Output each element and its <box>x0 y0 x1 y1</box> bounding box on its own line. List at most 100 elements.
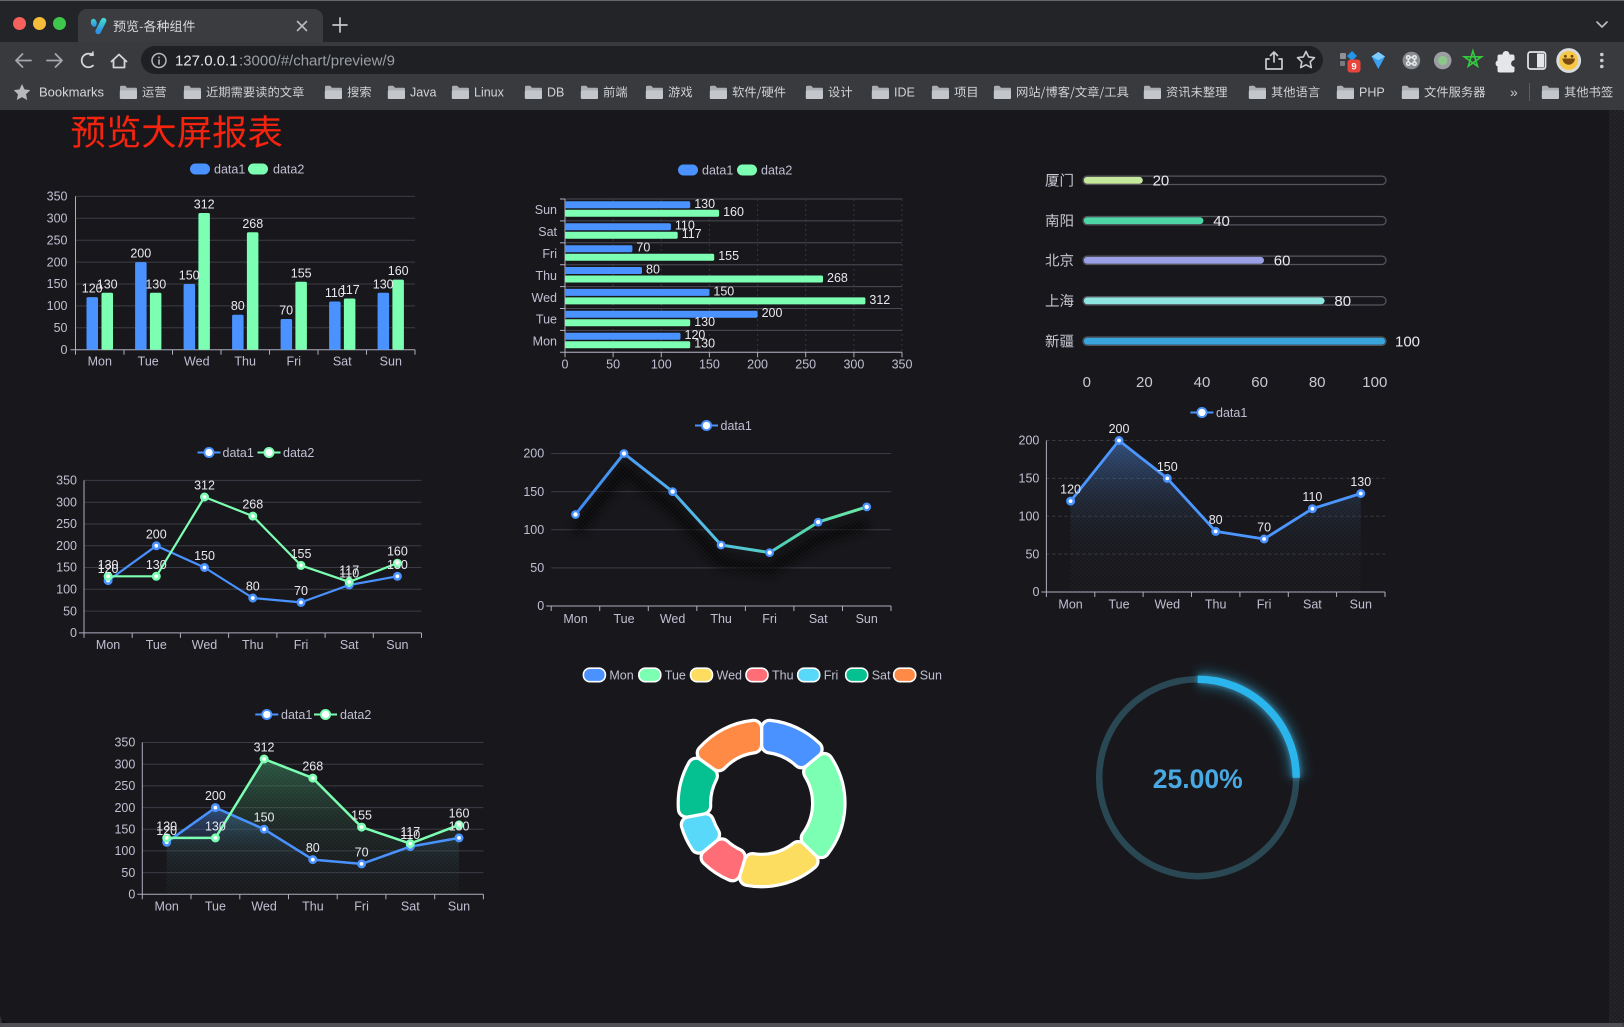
svg-text:200: 200 <box>56 539 77 553</box>
svg-text::3000/#/chart/preview/9: :3000/#/chart/preview/9 <box>239 53 395 70</box>
svg-text:Sun: Sun <box>386 638 408 652</box>
svg-text:120: 120 <box>685 328 706 342</box>
svg-text:Wed: Wed <box>660 612 686 626</box>
svg-text:Wed: Wed <box>1155 598 1181 612</box>
svg-text:data1: data1 <box>702 164 733 178</box>
svg-text:Wed: Wed <box>717 669 743 683</box>
svg-text:200: 200 <box>47 255 68 269</box>
svg-text:130: 130 <box>1350 475 1371 489</box>
svg-text:Mon: Mon <box>96 638 120 652</box>
svg-text:Linux: Linux <box>474 86 505 100</box>
svg-text:25.00%: 25.00% <box>1153 764 1243 794</box>
svg-text:data1: data1 <box>223 446 254 460</box>
svg-text:250: 250 <box>795 357 816 371</box>
svg-text:Tue: Tue <box>138 355 159 369</box>
svg-text:Sat: Sat <box>340 638 359 652</box>
svg-text:250: 250 <box>114 779 135 793</box>
svg-text:155: 155 <box>351 809 372 823</box>
svg-text:Fri: Fri <box>542 247 557 261</box>
svg-text:312: 312 <box>194 198 215 212</box>
svg-text:Mon: Mon <box>1058 598 1082 612</box>
svg-text:120: 120 <box>98 562 119 576</box>
svg-text:200: 200 <box>130 247 151 261</box>
svg-text:Thu: Thu <box>302 900 324 914</box>
svg-text:268: 268 <box>242 498 263 512</box>
svg-text:0: 0 <box>70 626 77 640</box>
svg-text:110: 110 <box>339 567 359 581</box>
svg-text:110: 110 <box>325 286 345 300</box>
svg-text:70: 70 <box>294 584 308 598</box>
svg-text:Sun: Sun <box>856 612 878 626</box>
svg-text:9: 9 <box>1351 62 1356 73</box>
svg-text:100: 100 <box>56 583 77 597</box>
svg-text:120: 120 <box>1060 483 1081 497</box>
svg-text:350: 350 <box>114 736 135 750</box>
svg-text:Mon: Mon <box>88 355 112 369</box>
svg-text:Sun: Sun <box>920 669 942 683</box>
svg-text:80: 80 <box>306 841 320 855</box>
svg-text:100: 100 <box>1019 510 1040 524</box>
svg-text:200: 200 <box>1019 434 1040 448</box>
svg-text:data1: data1 <box>214 163 245 177</box>
svg-text:Tue: Tue <box>665 669 686 683</box>
svg-text:160: 160 <box>387 545 408 559</box>
svg-text:DB: DB <box>547 86 564 100</box>
svg-text:Sun: Sun <box>380 355 402 369</box>
svg-text:Mon: Mon <box>563 612 587 626</box>
svg-text:50: 50 <box>63 604 77 618</box>
svg-text:117: 117 <box>340 283 360 297</box>
svg-text:150: 150 <box>56 561 77 575</box>
svg-text:data2: data2 <box>283 446 314 460</box>
svg-text:Fri: Fri <box>762 612 777 626</box>
svg-text:data1: data1 <box>281 708 312 722</box>
svg-text:Sat: Sat <box>1303 598 1322 612</box>
svg-text:70: 70 <box>279 304 293 318</box>
svg-text:300: 300 <box>114 757 135 771</box>
svg-text:Sun: Sun <box>1350 598 1372 612</box>
svg-text:250: 250 <box>56 517 77 531</box>
svg-text:Tue: Tue <box>536 313 557 327</box>
svg-text:200: 200 <box>523 447 544 461</box>
svg-text:Tue: Tue <box>1108 598 1129 612</box>
svg-text:Sat: Sat <box>809 612 828 626</box>
svg-text:50: 50 <box>606 357 620 371</box>
svg-text:data2: data2 <box>761 164 792 178</box>
svg-text:150: 150 <box>523 485 544 499</box>
svg-text:200: 200 <box>114 801 135 815</box>
svg-text:150: 150 <box>254 811 275 825</box>
svg-text:Thu: Thu <box>535 269 557 283</box>
svg-text:Fri: Fri <box>1257 598 1272 612</box>
svg-text:117: 117 <box>682 227 702 241</box>
svg-text:130: 130 <box>373 277 394 291</box>
svg-text:50: 50 <box>54 321 68 335</box>
svg-text:0: 0 <box>1083 374 1091 391</box>
svg-text:300: 300 <box>47 212 68 226</box>
svg-text:Sat: Sat <box>333 355 352 369</box>
svg-text:120: 120 <box>156 824 177 838</box>
svg-text:130: 130 <box>694 197 715 211</box>
svg-text:60: 60 <box>1274 253 1291 270</box>
svg-text:300: 300 <box>843 357 864 371</box>
svg-text:200: 200 <box>762 306 783 320</box>
svg-text:80: 80 <box>231 299 245 313</box>
svg-text:data1: data1 <box>1216 406 1247 420</box>
svg-text:0: 0 <box>1032 585 1039 599</box>
svg-text:155: 155 <box>718 249 739 263</box>
svg-text:300: 300 <box>56 495 77 509</box>
svg-text:80: 80 <box>246 580 260 594</box>
svg-text:Fri: Fri <box>824 669 839 683</box>
svg-text:127.0.0.1: 127.0.0.1 <box>175 53 238 70</box>
svg-text:70: 70 <box>1257 521 1271 535</box>
svg-text:130: 130 <box>145 277 166 291</box>
svg-text:130: 130 <box>449 819 470 833</box>
svg-text:110: 110 <box>1302 490 1322 504</box>
svg-text:50: 50 <box>121 866 135 880</box>
svg-text:150: 150 <box>194 549 215 563</box>
svg-text:Sun: Sun <box>448 900 470 914</box>
svg-text:100: 100 <box>523 523 544 537</box>
svg-text:100: 100 <box>1362 374 1387 391</box>
svg-text:Fri: Fri <box>287 355 302 369</box>
svg-text:130: 130 <box>694 315 715 329</box>
svg-text:312: 312 <box>869 293 890 307</box>
svg-text:0: 0 <box>61 343 68 357</box>
